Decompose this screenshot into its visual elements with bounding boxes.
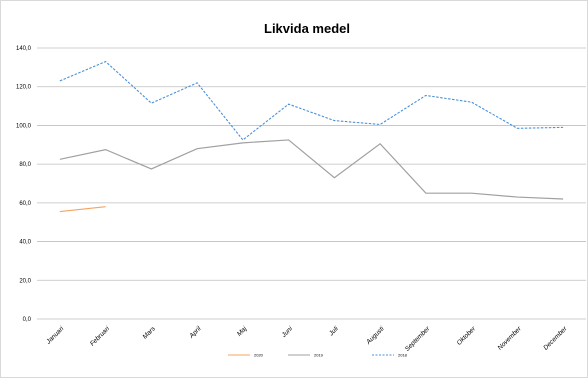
- y-tick-label: 40,0: [19, 240, 31, 246]
- legend-label-2018: 2018: [398, 353, 408, 358]
- chart-title: Likvida medel: [264, 21, 350, 36]
- legend-label-2019: 2019: [314, 353, 324, 358]
- series-line-2018: [59, 60, 564, 141]
- y-tick-label: 20,0: [19, 278, 31, 284]
- y-tick-label: 0,0: [23, 317, 32, 323]
- y-tick-label: 60,0: [19, 201, 31, 207]
- gridlines: [37, 47, 586, 320]
- y-axis-ticks: 0,0 20,0 40,0 60,0 80,0 100,0 120,0 140,0: [16, 46, 32, 323]
- series-lines: [59, 60, 564, 213]
- series-line-2020: [59, 206, 106, 213]
- y-tick-label: 80,0: [19, 162, 31, 168]
- y-tick-label: 100,0: [16, 123, 32, 129]
- y-tick-label: 140,0: [16, 46, 32, 52]
- series-line-2019: [59, 139, 564, 200]
- legend: 2020 2019 2018: [228, 353, 408, 358]
- y-tick-label: 120,0: [16, 85, 32, 91]
- legend-label-2020: 2020: [254, 353, 264, 358]
